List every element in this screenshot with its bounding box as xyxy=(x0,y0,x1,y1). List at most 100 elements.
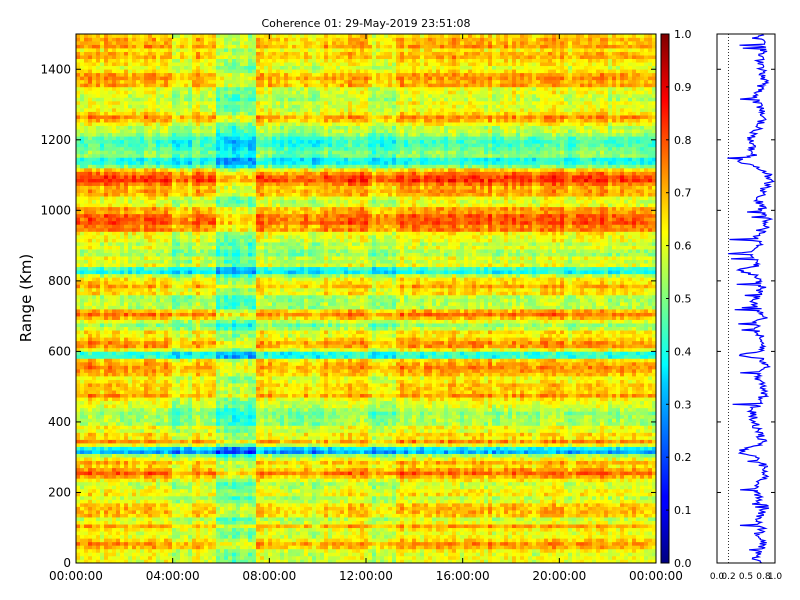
heatmap-cell xyxy=(324,443,328,447)
heatmap-cell xyxy=(160,447,164,451)
heatmap-cell xyxy=(320,524,324,528)
heatmap-cell xyxy=(216,457,220,461)
heatmap-cell xyxy=(400,542,404,546)
heatmap-cell xyxy=(468,500,472,504)
heatmap-cell xyxy=(284,440,288,444)
heatmap-cell xyxy=(424,496,428,500)
heatmap-cell xyxy=(276,545,280,549)
heatmap-cell xyxy=(276,542,280,546)
heatmap-cell xyxy=(532,443,536,447)
heatmap-cell xyxy=(452,545,456,549)
heatmap-cell xyxy=(144,535,148,539)
heatmap-cell xyxy=(168,514,172,518)
heatmap-cell xyxy=(168,510,172,514)
heatmap-cell xyxy=(600,464,604,468)
heatmap-cell xyxy=(308,556,312,560)
heatmap-cell xyxy=(396,478,400,482)
heatmap-cell xyxy=(100,535,104,539)
heatmap-cell xyxy=(88,500,92,504)
heatmap-cell xyxy=(500,450,504,454)
heatmap-cell xyxy=(372,521,376,525)
heatmap-cell xyxy=(312,535,316,539)
heatmap-cell xyxy=(632,528,636,532)
heatmap-cell xyxy=(564,454,568,458)
heatmap-cell xyxy=(336,535,340,539)
heatmap-cell xyxy=(436,447,440,451)
heatmap-cell xyxy=(268,447,272,451)
heatmap-cell xyxy=(436,454,440,458)
heatmap-cell xyxy=(440,468,444,472)
heatmap-cell xyxy=(432,485,436,489)
heatmap-cell xyxy=(420,549,424,553)
heatmap-cell xyxy=(228,510,232,514)
heatmap-cell xyxy=(316,531,320,535)
heatmap-cell xyxy=(460,552,464,556)
heatmap-cell xyxy=(416,464,420,468)
heatmap-cell xyxy=(528,510,532,514)
heatmap-cell xyxy=(272,447,276,451)
heatmap-cell xyxy=(304,552,308,556)
heatmap-cell xyxy=(516,489,520,493)
heatmap-cell xyxy=(156,535,160,539)
heatmap-cell xyxy=(620,510,624,514)
heatmap-cell xyxy=(436,517,440,521)
heatmap-cell xyxy=(76,464,80,468)
heatmap-cell xyxy=(608,489,612,493)
heatmap-cell xyxy=(560,500,564,504)
heatmap-cell xyxy=(160,485,164,489)
heatmap-cell xyxy=(88,475,92,479)
heatmap-cell xyxy=(96,492,100,496)
heatmap-cell xyxy=(496,475,500,479)
heatmap-cell xyxy=(236,440,240,444)
heatmap-cell xyxy=(408,457,412,461)
heatmap-cell xyxy=(152,496,156,500)
heatmap-cell xyxy=(160,535,164,539)
heatmap-cell xyxy=(460,514,464,518)
heatmap-cell xyxy=(432,552,436,556)
heatmap-cell xyxy=(372,447,376,451)
heatmap-cell xyxy=(428,538,432,542)
heatmap-cell xyxy=(308,482,312,486)
heatmap-cell xyxy=(428,471,432,475)
heatmap-cell xyxy=(604,471,608,475)
heatmap-cell xyxy=(496,454,500,458)
heatmap-cell xyxy=(336,500,340,504)
heatmap-cell xyxy=(316,507,320,511)
heatmap-cell xyxy=(208,496,212,500)
heatmap-cell xyxy=(580,503,584,507)
heatmap-cell xyxy=(172,549,176,553)
heatmap-cell xyxy=(76,447,80,451)
heatmap-cell xyxy=(88,464,92,468)
heatmap-cell xyxy=(188,489,192,493)
heatmap-cell xyxy=(276,535,280,539)
heatmap-cell xyxy=(360,471,364,475)
heatmap-cell xyxy=(356,450,360,454)
heatmap-cell xyxy=(588,475,592,479)
heatmap-cell xyxy=(460,471,464,475)
heatmap-cell xyxy=(424,457,428,461)
heatmap-cell xyxy=(440,471,444,475)
heatmap-cell xyxy=(108,500,112,504)
heatmap-cell xyxy=(172,464,176,468)
heatmap-cell xyxy=(512,464,516,468)
heatmap-cell xyxy=(212,492,216,496)
heatmap-cell xyxy=(628,482,632,486)
heatmap-cell xyxy=(320,489,324,493)
heatmap-cell xyxy=(636,450,640,454)
heatmap-cell xyxy=(364,475,368,479)
heatmap-cell xyxy=(196,528,200,532)
heatmap-cell xyxy=(116,549,120,553)
heatmap-cell xyxy=(76,450,80,454)
heatmap-cell xyxy=(480,538,484,542)
heatmap-cell xyxy=(284,471,288,475)
heatmap-cell xyxy=(172,457,176,461)
heatmap-cell xyxy=(452,489,456,493)
heatmap-cell xyxy=(480,447,484,451)
heatmap-cell xyxy=(624,461,628,465)
heatmap-cell xyxy=(264,556,268,560)
heatmap-cell xyxy=(148,552,152,556)
heatmap-cell xyxy=(220,468,224,472)
heatmap-cell xyxy=(616,556,620,560)
heatmap-cell xyxy=(348,514,352,518)
heatmap-cell xyxy=(428,492,432,496)
